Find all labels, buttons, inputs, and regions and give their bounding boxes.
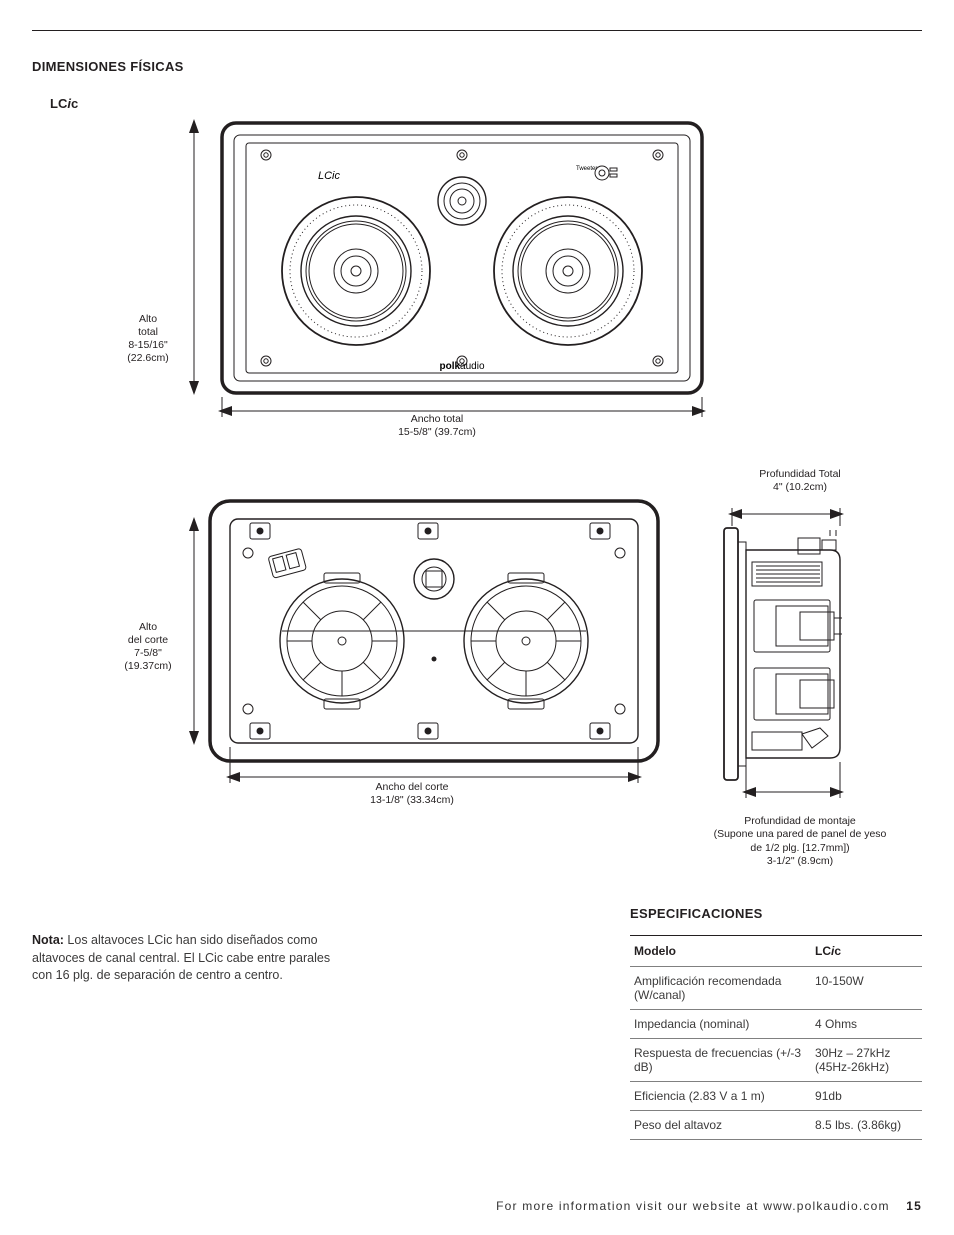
note-label: Nota: xyxy=(32,933,64,947)
fig1-height-3: 8-15/16" xyxy=(128,339,167,351)
fig3-top-label: Profundidad Total 4" (10.2cm) xyxy=(700,468,900,494)
footer-text: For more information visit our website a… xyxy=(496,1199,890,1213)
fig1-svg: LCic Tweeter polkaudio xyxy=(182,111,722,421)
spec-label: Respuesta de frecuencias (+/-3 dB) xyxy=(630,1039,811,1082)
fig3-bottom-label: Profundidad de montaje (Supone una pared… xyxy=(690,815,910,868)
specs-header-label: Modelo xyxy=(630,936,811,967)
table-row: Peso del altavoz8.5 lbs. (3.86kg) xyxy=(630,1111,922,1140)
fig1-height-1: Alto xyxy=(139,313,157,325)
fig1-height-4: (22.6cm) xyxy=(127,352,168,364)
model-label: LCic xyxy=(50,96,922,111)
spec-label: Peso del altavoz xyxy=(630,1111,811,1140)
table-row: Respuesta de frecuencias (+/-3 dB)30Hz –… xyxy=(630,1039,922,1082)
tweeter-word: Tweeter xyxy=(576,166,597,172)
page-number: 15 xyxy=(906,1199,922,1213)
note-block: Nota: Los altavoces LCic han sido diseña… xyxy=(32,932,352,985)
specs-header-value: LCic xyxy=(811,936,922,967)
fig1-height-2: total xyxy=(138,326,158,338)
fig2-width-label: Ancho del corte 13-1/8" (33.34cm) xyxy=(182,781,642,807)
spec-label: Impedancia (nominal) xyxy=(630,1010,811,1039)
spec-value: 91db xyxy=(811,1082,922,1111)
spec-label: Amplificación recomendada (W/canal) xyxy=(630,967,811,1010)
spec-value: 8.5 lbs. (3.86kg) xyxy=(811,1111,922,1140)
page-footer: For more information visit our website a… xyxy=(0,1199,922,1213)
section-heading: DIMENSIONES FÍSICAS xyxy=(32,59,922,74)
fig1-inside-model: LCic xyxy=(318,170,341,182)
fig1-height-label: Alto total 8-15/16" (22.6cm) xyxy=(118,313,178,366)
note-text: Los altavoces LCic han sido diseñados co… xyxy=(32,933,330,982)
spec-value: 4 Ohms xyxy=(811,1010,922,1039)
specs-table: Modelo LCic Amplificación recomendada (W… xyxy=(630,935,922,1140)
spec-value: 10-150W xyxy=(811,967,922,1010)
brand-text: polkaudio xyxy=(439,361,484,372)
table-row: Amplificación recomendada (W/canal)10-15… xyxy=(630,967,922,1010)
fig2-height-label: Alto del corte 7-5/8" (19.37cm) xyxy=(118,621,178,674)
fig1-width-2: 15-5/8" (39.7cm) xyxy=(398,426,476,438)
spec-value: 30Hz – 27kHz (45Hz-26kHz) xyxy=(811,1039,922,1082)
spec-label: Eficiencia (2.83 V a 1 m) xyxy=(630,1082,811,1111)
figure-front: Alto total 8-15/16" (22.6cm) xyxy=(32,111,922,461)
fig2-svg xyxy=(182,491,682,791)
fig3-svg xyxy=(680,500,890,800)
specs-block: ESPECIFICACIONES Modelo LCic Amplificaci… xyxy=(630,906,922,1140)
fig1-width-1: Ancho total xyxy=(411,413,464,425)
specs-heading: ESPECIFICACIONES xyxy=(630,906,922,921)
table-row: Impedancia (nominal)4 Ohms xyxy=(630,1010,922,1039)
figure-side: Profundidad Total 4" (10.2cm) xyxy=(680,468,920,868)
fig1-width-label: Ancho total 15-5/8" (39.7cm) xyxy=(182,413,692,439)
model-prefix: LC xyxy=(50,96,67,111)
model-suffix: c xyxy=(71,96,78,111)
top-rule xyxy=(32,30,922,31)
table-row: Eficiencia (2.83 V a 1 m)91db xyxy=(630,1082,922,1111)
